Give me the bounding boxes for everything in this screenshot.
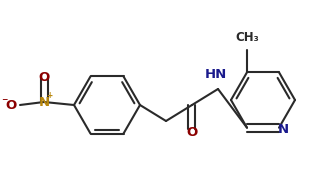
Text: O: O (38, 70, 50, 83)
Text: O: O (186, 125, 198, 138)
Text: N: N (277, 123, 288, 136)
Text: +: + (46, 91, 52, 100)
Text: −: − (1, 96, 7, 104)
Text: HN: HN (205, 68, 227, 81)
Text: O: O (5, 99, 17, 112)
Text: CH₃: CH₃ (235, 31, 259, 44)
Text: N: N (39, 96, 50, 108)
